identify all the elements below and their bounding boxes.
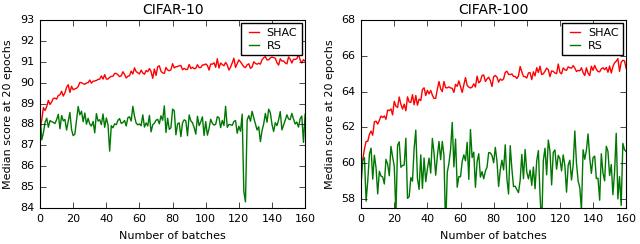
SHAC xyxy=(455,80,463,82)
RS xyxy=(581,158,589,161)
Y-axis label: Median score at 20 epochs: Median score at 20 epochs xyxy=(324,39,335,189)
SHAC xyxy=(257,63,264,66)
Title: CIFAR-100: CIFAR-100 xyxy=(458,3,529,17)
Line: RS: RS xyxy=(40,106,305,202)
SHAC xyxy=(622,67,630,70)
RS xyxy=(273,124,281,127)
X-axis label: Number of batches: Number of batches xyxy=(119,231,226,241)
X-axis label: Number of batches: Number of batches xyxy=(440,231,547,241)
RS xyxy=(36,112,44,115)
SHAC xyxy=(609,65,617,68)
SHAC xyxy=(614,57,621,60)
RS xyxy=(622,150,630,153)
Legend: SHAC, RS: SHAC, RS xyxy=(241,23,302,55)
SHAC xyxy=(357,164,365,167)
RS xyxy=(447,148,454,151)
Title: CIFAR-10: CIFAR-10 xyxy=(142,3,204,17)
RS xyxy=(134,123,141,126)
SHAC xyxy=(445,85,452,88)
Y-axis label: Median score at 20 epochs: Median score at 20 epochs xyxy=(3,39,13,189)
RS xyxy=(109,126,117,129)
SHAC xyxy=(134,71,141,74)
SHAC xyxy=(430,97,438,100)
SHAC xyxy=(124,75,132,78)
SHAC xyxy=(578,66,586,69)
RS xyxy=(260,122,268,125)
RS xyxy=(442,228,449,231)
RS xyxy=(291,122,299,125)
RS xyxy=(458,160,466,163)
Line: SHAC: SHAC xyxy=(40,54,305,128)
RS xyxy=(161,104,168,107)
Legend: SHAC, RS: SHAC, RS xyxy=(562,23,623,55)
SHAC xyxy=(288,61,296,64)
RS xyxy=(124,116,132,119)
RS xyxy=(357,182,365,185)
SHAC xyxy=(301,60,309,63)
SHAC xyxy=(591,64,598,67)
RS xyxy=(301,113,309,116)
SHAC xyxy=(109,75,117,78)
RS xyxy=(242,200,250,203)
RS xyxy=(449,121,456,124)
SHAC xyxy=(294,53,302,56)
RS xyxy=(430,152,438,154)
RS xyxy=(594,177,602,180)
Line: SHAC: SHAC xyxy=(361,59,626,166)
SHAC xyxy=(36,126,44,129)
RS xyxy=(612,132,620,135)
Line: RS: RS xyxy=(361,122,626,230)
SHAC xyxy=(270,56,278,59)
